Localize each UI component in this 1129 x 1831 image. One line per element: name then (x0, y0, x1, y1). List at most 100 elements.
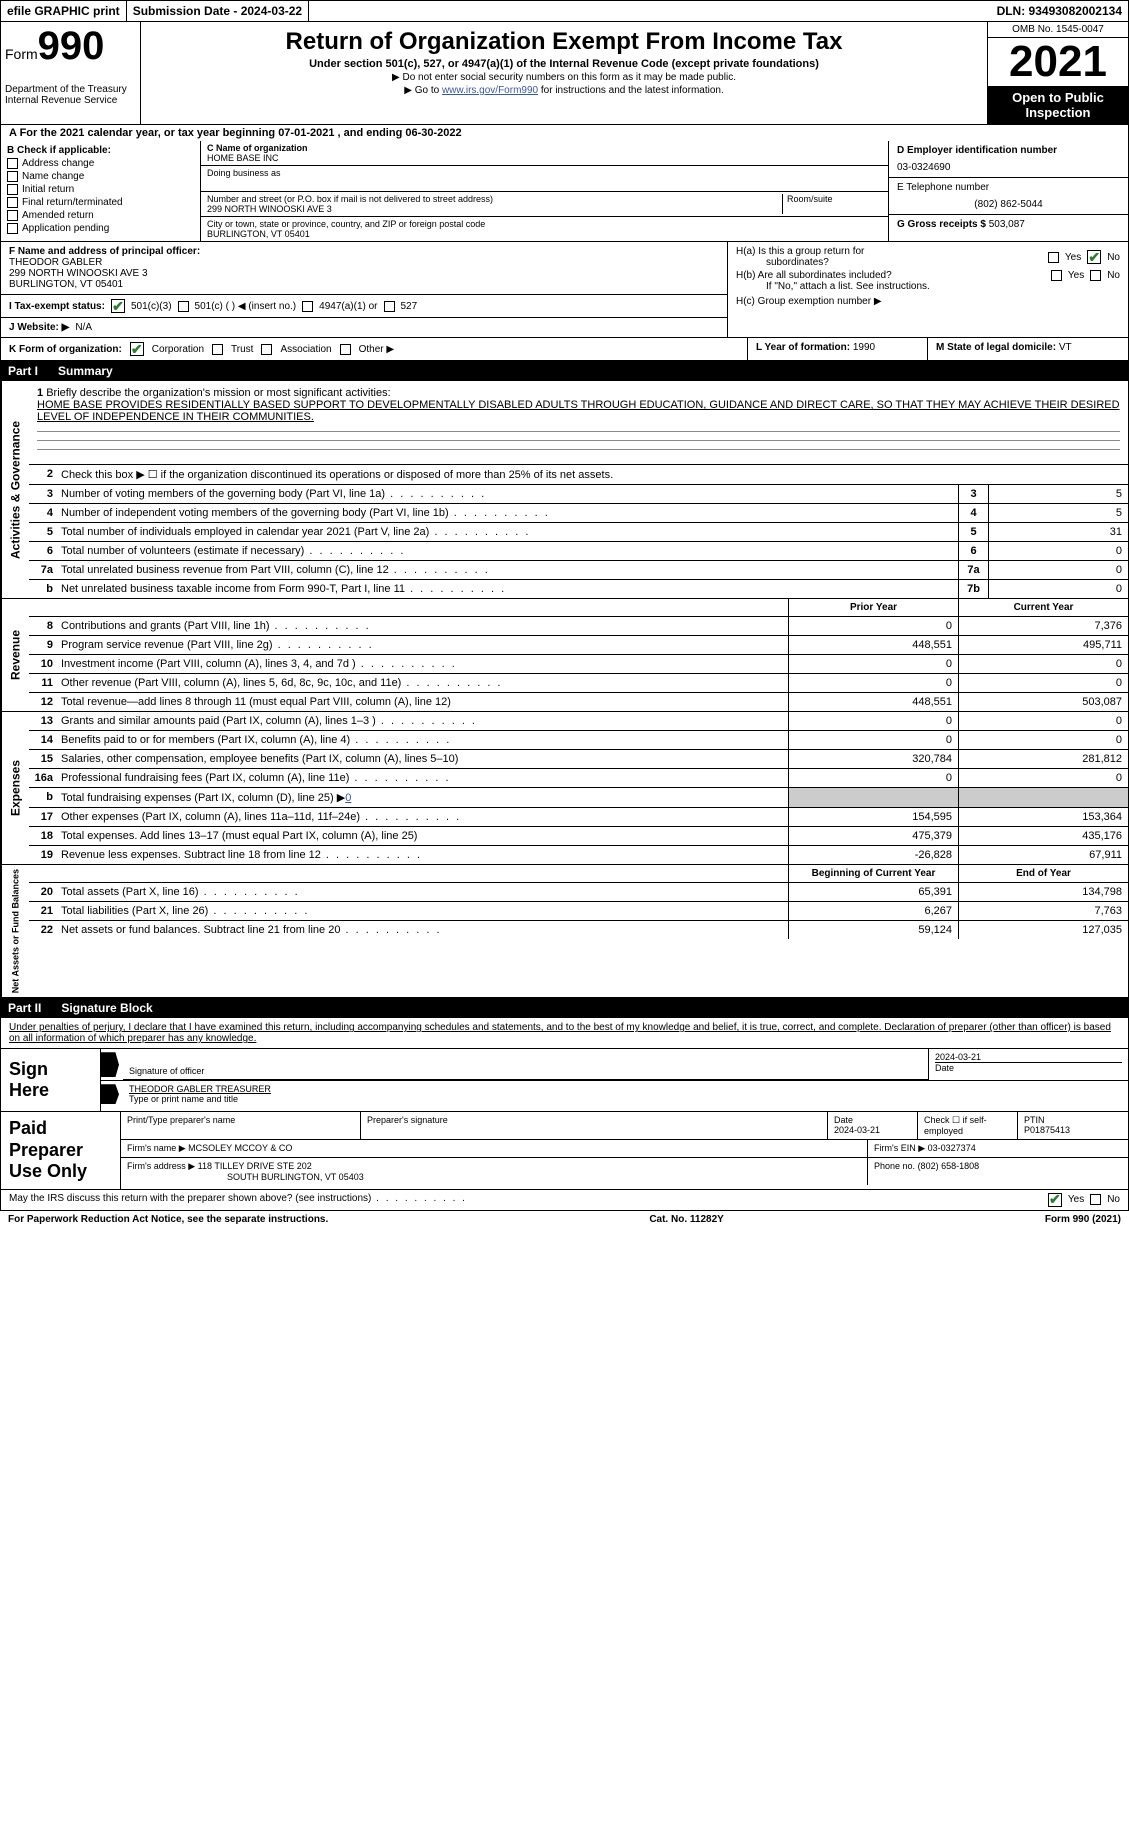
line-3-val: 5 (988, 485, 1128, 503)
line-13-text: Grants and similar amounts paid (Part IX… (57, 712, 788, 730)
line-22-text: Net assets or fund balances. Subtract li… (57, 921, 788, 939)
discuss-yes[interactable]: ✔ (1048, 1193, 1062, 1207)
line-17-prior: 154,595 (788, 808, 958, 826)
ha-no[interactable]: ✔ (1087, 250, 1101, 264)
org-name: HOME BASE INC (207, 153, 882, 163)
prep-date: 2024-03-21 (834, 1125, 880, 1135)
chk-501c[interactable] (178, 301, 189, 312)
line-18-prior: 475,379 (788, 827, 958, 845)
line-3-text: Number of voting members of the governin… (57, 485, 958, 503)
line-4-text: Number of independent voting members of … (57, 504, 958, 522)
chk-corp[interactable]: ✔ (130, 342, 144, 356)
expenses-section: Expenses 13Grants and similar amounts pa… (0, 712, 1129, 865)
discuss-no[interactable] (1090, 1194, 1101, 1205)
line-4-val: 5 (988, 504, 1128, 522)
line-19-prior: -26,828 (788, 846, 958, 864)
irs-link[interactable]: www.irs.gov/Form990 (442, 85, 538, 96)
line-18-text: Total expenses. Add lines 13–17 (must eq… (57, 827, 788, 845)
line-14-prior: 0 (788, 731, 958, 749)
dept-label: Department of the Treasury (5, 84, 136, 95)
city-state-zip: BURLINGTON, VT 05401 (207, 229, 882, 239)
identity-section: B Check if applicable: Address change Na… (0, 141, 1129, 242)
chk-assoc[interactable] (261, 344, 272, 355)
begin-year-header: Beginning of Current Year (788, 865, 958, 882)
paid-preparer-block: Paid Preparer Use Only Print/Type prepar… (0, 1112, 1129, 1190)
room-suite-label: Room/suite (782, 194, 882, 214)
part2-header: Part IISignature Block (0, 998, 1129, 1018)
line-6-text: Total number of volunteers (estimate if … (57, 542, 958, 560)
line-20-text: Total assets (Part X, line 16) (57, 883, 788, 901)
sidebar-net-assets: Net Assets or Fund Balances (1, 865, 29, 997)
chk-app-pending[interactable] (7, 223, 18, 234)
cat-no: Cat. No. 11282Y (649, 1214, 723, 1225)
website-value: N/A (75, 322, 92, 333)
revenue-section: Revenue Prior YearCurrent Year 8Contribu… (0, 599, 1129, 712)
paid-preparer-label: Paid Preparer Use Only (1, 1112, 121, 1189)
calendar-year-line: A For the 2021 calendar year, or tax yea… (0, 125, 1129, 141)
penalties-text: Under penalties of perjury, I declare th… (0, 1018, 1129, 1049)
line-16b-prior (788, 788, 958, 807)
line-12-text: Total revenue—add lines 8 through 11 (mu… (57, 693, 788, 711)
sig-arrow-icon-2 (101, 1084, 119, 1104)
chk-527[interactable] (384, 301, 395, 312)
dba-label: Doing business as (207, 168, 882, 178)
line-15-text: Salaries, other compensation, employee b… (57, 750, 788, 768)
line-17-curr: 153,364 (958, 808, 1128, 826)
sig-arrow-icon (101, 1052, 119, 1077)
form-title: Return of Organization Exempt From Incom… (145, 28, 983, 56)
hc-label: H(c) Group exemption number ▶ (736, 296, 1120, 307)
firm-name: MCSOLEY MCCOY & CO (188, 1143, 292, 1153)
activities-governance-section: Activities & Governance 1 Briefly descri… (0, 381, 1129, 599)
state-domicile: VT (1059, 342, 1072, 353)
chk-initial-return[interactable] (7, 184, 18, 195)
line-21-end: 7,763 (958, 902, 1128, 920)
chk-address-change[interactable] (7, 158, 18, 169)
end-year-header: End of Year (958, 865, 1128, 882)
id-numbers-col: D Employer identification number 03-0324… (888, 141, 1128, 241)
chk-amended[interactable] (7, 210, 18, 221)
chk-501c3[interactable]: ✔ (111, 299, 125, 313)
phone-value: (802) 862-5044 (897, 199, 1120, 210)
line-15-prior: 320,784 (788, 750, 958, 768)
prep-name-h: Print/Type preparer's name (121, 1112, 361, 1139)
line-9-curr: 495,711 (958, 636, 1128, 654)
gross-value: 503,087 (989, 219, 1025, 230)
officer-name: THEODOR GABLER (9, 257, 102, 268)
line-10-prior: 0 (788, 655, 958, 673)
line-5-val: 31 (988, 523, 1128, 541)
hb-yes[interactable] (1051, 270, 1062, 281)
hb-no[interactable] (1090, 270, 1101, 281)
chk-trust[interactable] (212, 344, 223, 355)
line-11-text: Other revenue (Part VIII, column (A), li… (57, 674, 788, 692)
line-19-text: Revenue less expenses. Subtract line 18 … (57, 846, 788, 864)
line-16b-curr (958, 788, 1128, 807)
line-2: Check this box ▶ ☐ if the organization d… (57, 465, 1128, 484)
ha-yes[interactable] (1048, 252, 1059, 263)
fundraising-link[interactable]: 0 (345, 792, 351, 804)
chk-4947[interactable] (302, 301, 313, 312)
chk-other[interactable] (340, 344, 351, 355)
omb-number: OMB No. 1545-0047 (988, 22, 1128, 38)
top-bar: efile GRAPHIC print Submission Date - 20… (0, 0, 1129, 22)
officer-print-name: THEODOR GABLER TREASURER (129, 1084, 1122, 1094)
line-22-begin: 59,124 (788, 921, 958, 939)
chk-final-return[interactable] (7, 197, 18, 208)
line-9-prior: 448,551 (788, 636, 958, 654)
line-16a-prior: 0 (788, 769, 958, 787)
chk-name-change[interactable] (7, 171, 18, 182)
sidebar-expenses: Expenses (1, 712, 29, 864)
line-14-curr: 0 (958, 731, 1128, 749)
dln: DLN: 93493082002134 (309, 1, 1128, 21)
discuss-text: May the IRS discuss this return with the… (9, 1193, 467, 1207)
firm-addr2: SOUTH BURLINGTON, VT 05403 (227, 1172, 364, 1182)
officer-group-block: F Name and address of principal officer:… (0, 242, 1129, 338)
form-org-label: K Form of organization: (9, 344, 122, 355)
line-21-begin: 6,267 (788, 902, 958, 920)
line-20-end: 134,798 (958, 883, 1128, 901)
sign-here-block: Sign Here Signature of officer 2024-03-2… (0, 1049, 1129, 1112)
net-assets-section: Net Assets or Fund Balances Beginning of… (0, 865, 1129, 998)
part1-header: Part ISummary (0, 361, 1129, 381)
line-12-prior: 448,551 (788, 693, 958, 711)
city-label: City or town, state or province, country… (207, 219, 882, 229)
form-number: Form990 (5, 26, 136, 66)
